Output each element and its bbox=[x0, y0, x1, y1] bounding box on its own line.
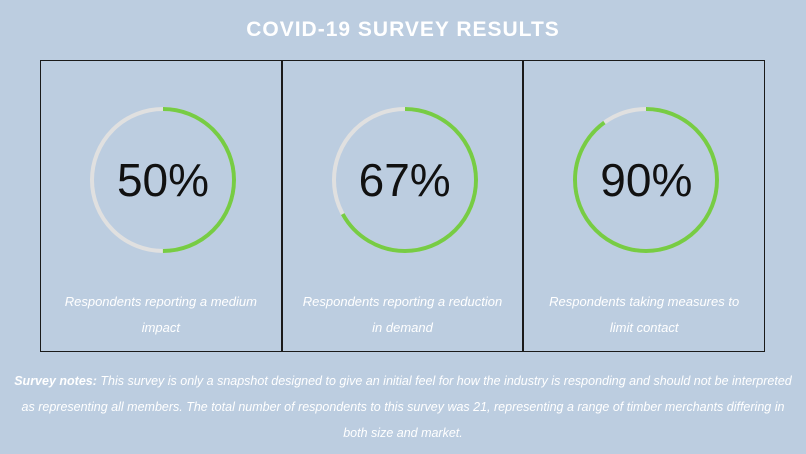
gauge-caption: Respondents reporting a medium impact bbox=[64, 294, 257, 335]
gauge-value-label: 67% bbox=[358, 154, 451, 206]
result-card-reduction-in-demand: 67% Respondents reporting a reduction in… bbox=[283, 61, 525, 351]
results-panel: 50% Respondents reporting a medium impac… bbox=[40, 60, 765, 352]
gauge-chart: 50% bbox=[88, 105, 238, 255]
gauge-svg bbox=[573, 107, 720, 253]
gauge-progress-arc bbox=[573, 107, 720, 253]
gauge-progress-arc bbox=[331, 107, 478, 253]
gauge-svg bbox=[331, 107, 478, 253]
survey-notes-text: This survey is only a snapshot designed … bbox=[21, 374, 792, 440]
gauge-value-label: 50% bbox=[116, 154, 210, 206]
survey-notes: Survey notes: This survey is only a snap… bbox=[14, 368, 792, 446]
result-card-limit-contact: 90% Respondents taking measures to limit… bbox=[524, 61, 764, 351]
gauge-progress-arc bbox=[90, 107, 236, 253]
gauge-chart: 90% bbox=[571, 105, 721, 255]
result-card-medium-impact: 50% Respondents reporting a medium impac… bbox=[41, 61, 283, 351]
gauge-caption: Respondents reporting a reduction in dem… bbox=[302, 294, 503, 335]
gauge-value-label: 90% bbox=[600, 154, 693, 206]
gauge-caption: Respondents taking measures to limit con… bbox=[549, 294, 740, 335]
page-title: COVID-19 SURVEY RESULTS bbox=[246, 18, 560, 41]
gauge-chart: 67% bbox=[330, 105, 480, 255]
gauge-svg bbox=[90, 107, 236, 253]
survey-notes-label: Survey notes: bbox=[14, 374, 97, 388]
